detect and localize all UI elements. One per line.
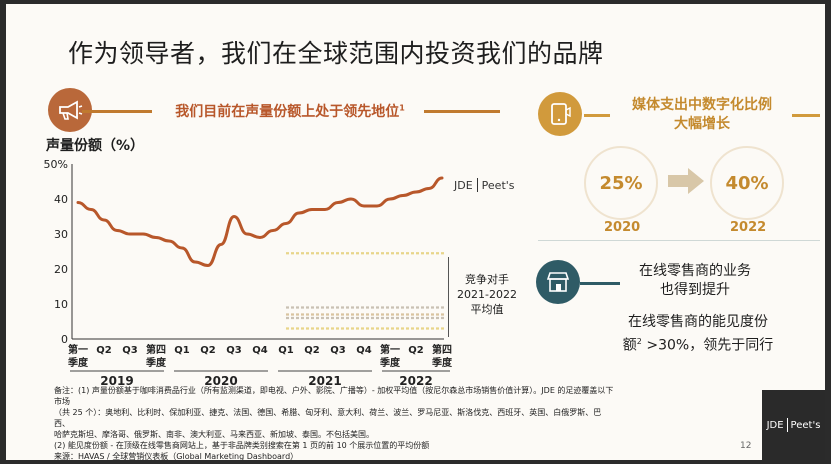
x-tick-label: Q3 [330, 345, 346, 356]
x-tick-label: Q2 [408, 345, 424, 356]
x-tick-label: Q3 [226, 345, 242, 356]
digital-share-2022-circle: 40% [710, 146, 784, 220]
y-tick-label: 30 [54, 228, 68, 241]
x-tick-label: 第一 [68, 343, 88, 356]
slide: 作为领导者，我们在全球范围内投资我们的品牌 我们目前在声量份额上处于领先地位1 … [6, 4, 825, 460]
page-number: 12 [740, 441, 751, 451]
right-header-rule-right [792, 114, 820, 117]
x-tick-label-line2: 季度 [67, 356, 89, 369]
x-tick-label: Q2 [200, 345, 216, 356]
competitor-average-bracket [448, 257, 449, 337]
x-tick-label: 第四 [146, 343, 166, 356]
right-header-rule [584, 114, 610, 117]
jde-peets-logo-small: JDE Peet's [454, 178, 515, 192]
y-tick-label: 20 [54, 263, 68, 276]
arrow-right-icon [668, 168, 704, 198]
retail-header-rule [580, 282, 620, 285]
competitor-average-label: 竞争对手 2021-2022 平均值 [452, 272, 522, 317]
x-tick-label: Q2 [304, 345, 320, 356]
digital-share-2022-year: 2022 [730, 220, 766, 235]
x-tick-label-line2: 季度 [379, 356, 401, 369]
x-tick-label: 第四 [432, 343, 452, 356]
x-tick-label: Q4 [356, 345, 372, 356]
storefront-icon [536, 260, 580, 304]
x-tick-label: Q4 [252, 345, 268, 356]
retail-body: 在线零售商的能见度份 额2 >30%，领先于同行 [614, 312, 782, 356]
x-tick-label-line2: 季度 [431, 356, 453, 369]
x-tick-label: Q2 [96, 345, 112, 356]
x-tick-label: Q1 [278, 345, 294, 356]
retail-title: 在线零售商的业务 也得到提升 [620, 262, 770, 300]
digital-share-2020-year: 2020 [604, 220, 640, 235]
x-tick-label: Q3 [122, 345, 138, 356]
x-tick-label: Q1 [174, 345, 190, 356]
digital-share-header: 媒体支出中数字化比例 大幅增长 [612, 96, 792, 134]
x-tick-label: 第一 [380, 343, 400, 356]
y-tick-label: 10 [54, 298, 68, 311]
digital-share-2020-circle: 25% [584, 146, 658, 220]
y-tick-label: 40 [54, 193, 68, 206]
x-tick-label-line2: 季度 [145, 356, 167, 369]
phone-icon [538, 92, 582, 136]
y-tick-label: 0 [61, 333, 68, 346]
y-tick-label: 50% [44, 158, 68, 171]
jde-peets-logo: JDE Peet's [762, 390, 825, 460]
right-divider [538, 240, 820, 241]
footnotes: 备注：(1) 声量份额基于咖啡消费品行业（所有监测渠道，即电视、户外、影院、广播… [54, 385, 614, 460]
